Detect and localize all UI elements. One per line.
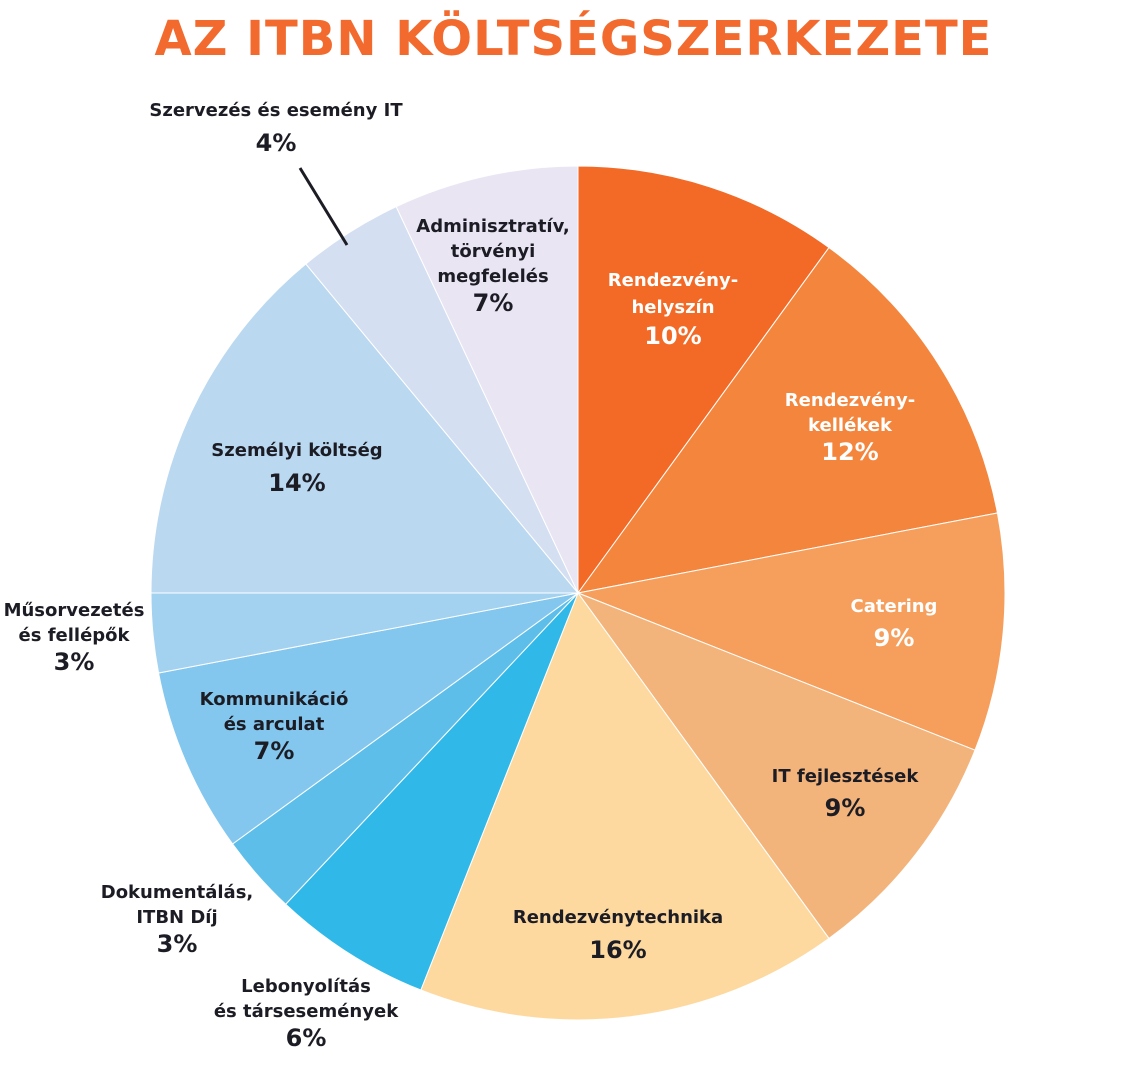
pie-slice-12 <box>395 165 579 594</box>
slice-label-4: IT fejlesztések 9% <box>772 766 920 822</box>
slice-label-text: és társesemények <box>214 1001 399 1022</box>
slice-label-text: IT fejlesztések <box>772 766 920 787</box>
pie-slice-5 <box>420 591 830 1021</box>
slice-label-text: Catering <box>851 596 938 617</box>
slice-label-text: helyszín <box>631 297 714 318</box>
slice-label-text: Lebonyolítás <box>241 976 371 997</box>
slice-label-text: Műsorvezetés <box>4 600 145 621</box>
slice-label-text: Rendezvénytechnika <box>513 907 723 928</box>
slice-percent-label: 3% <box>54 648 95 676</box>
slice-label-text: törvényi <box>451 241 536 262</box>
pie-slice-6 <box>284 592 579 991</box>
slice-percent-label: 12% <box>821 438 878 466</box>
pie-slice-3 <box>576 512 1006 751</box>
slice-label-text: Dokumentálás, <box>101 882 254 903</box>
pie-slices <box>150 165 1006 1021</box>
pie-slice-8 <box>157 592 579 845</box>
slice-label-1: Rendezvény-helyszín 10% <box>608 270 738 350</box>
slice-label-text: és arculat <box>224 714 325 735</box>
slice-percent-label: 7% <box>254 737 295 765</box>
slice-percent-label: 7% <box>473 289 514 317</box>
slice-percent-label: 16% <box>589 936 646 964</box>
leader-line <box>298 167 349 246</box>
pie-slice-10 <box>150 263 580 594</box>
pie-slice-1 <box>577 165 830 595</box>
slice-percent-label: 9% <box>874 624 915 652</box>
slice-label-3: Catering 9% <box>851 596 938 652</box>
slice-label-text: ITBN Díj <box>136 907 217 928</box>
pie-slice-2 <box>576 246 999 594</box>
slice-label-text: megfelelés <box>437 266 548 287</box>
slice-label-text: Személyi költség <box>211 440 382 461</box>
slice-label-text: Kommunikáció <box>200 689 349 710</box>
slice-label-text: Adminisztratív, <box>416 216 569 237</box>
slice-label-text: Rendezvény- <box>785 390 915 411</box>
slice-label-text: kellékek <box>808 415 893 436</box>
slice-label-11: Szervezés és esemény IT 4% <box>149 100 403 157</box>
slice-percent-label: 4% <box>256 129 297 157</box>
slice-percent-label: 9% <box>825 794 866 822</box>
slice-percent-label: 6% <box>286 1024 327 1052</box>
slice-label-text: Szervezés és esemény IT <box>149 100 403 121</box>
slice-percent-label: 3% <box>157 930 198 958</box>
slice-percent-label: 10% <box>644 322 701 350</box>
pie-labels: Rendezvény-helyszín 10% Rendezvény-kelléke… <box>4 100 938 1052</box>
slice-label-text: Rendezvény- <box>608 270 738 291</box>
slice-label-5: Rendezvénytechnika 16% <box>513 907 723 964</box>
slice-label-text: és fellépők <box>19 625 131 646</box>
chart-title: AZ ITBN KÖLTSÉGSZERKEZETE <box>154 11 993 67</box>
pie-slice-4 <box>576 591 976 940</box>
slice-percent-label: 14% <box>268 469 325 497</box>
slice-label-10: Személyi költség 14% <box>211 440 382 497</box>
